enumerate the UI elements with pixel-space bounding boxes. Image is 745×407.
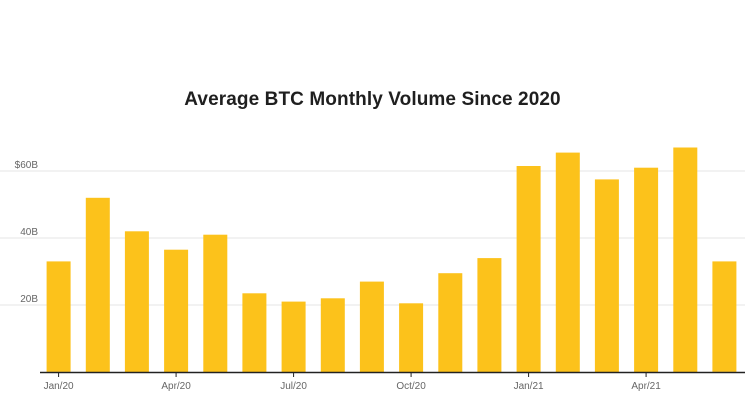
bar-Jan/21 — [516, 166, 541, 372]
bar-Dec/20 — [477, 258, 502, 372]
x-tick-label: Apr/21 — [631, 381, 661, 392]
bar-Apr/20 — [164, 249, 189, 372]
bar-Jan/20 — [46, 261, 71, 372]
x-tick-label: Jan/21 — [514, 381, 544, 392]
y-tick-label: $60B — [15, 160, 39, 171]
bar-Jun/20 — [242, 293, 267, 372]
bar-Mar/21 — [594, 179, 619, 372]
bar-Sep/20 — [359, 281, 384, 373]
bar-Mar/20 — [124, 231, 149, 372]
bar-Nov/20 — [438, 273, 463, 372]
bar-Apr/21 — [634, 167, 659, 372]
bar-May/21 — [673, 147, 698, 372]
y-tick-label: 20B — [20, 294, 38, 305]
bar-Jul/20 — [281, 301, 306, 372]
x-tick-label: Oct/20 — [396, 381, 426, 392]
x-tick-label: Apr/20 — [161, 381, 191, 392]
bar-Jun/21 — [712, 261, 737, 372]
bar-Feb/21 — [555, 152, 580, 372]
y-axis-tick-labels: 20B 40B $60B — [15, 160, 39, 305]
bar-Feb/20 — [85, 197, 110, 372]
chart-title: Average BTC Monthly Volume Since 2020 — [184, 89, 561, 110]
bars — [46, 147, 737, 373]
x-tick-label: Jul/20 — [280, 381, 307, 392]
bar-Oct/20 — [399, 303, 424, 372]
bar-May/20 — [203, 234, 228, 372]
bar-Aug/20 — [320, 298, 345, 372]
x-tick-label: Jan/20 — [44, 381, 74, 392]
y-tick-label: 40B — [20, 227, 38, 238]
x-axis-tick-labels: Jan/20 Apr/20 Jul/20 Oct/20 Jan/21 Apr/21 — [44, 372, 661, 392]
